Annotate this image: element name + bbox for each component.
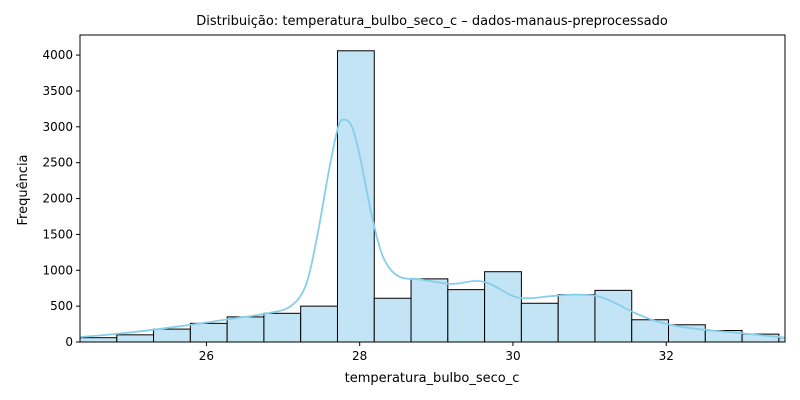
histogram-bar [226,316,265,343]
histogram-bar [300,305,338,343]
histogram-bar [520,302,559,343]
histogram-bar [263,312,302,343]
kde-line [79,118,786,339]
histogram-bar [189,322,228,343]
y-tick-label: 1500 [42,227,73,241]
bars-group [79,50,786,343]
x-tick-label: 26 [199,349,214,363]
x-axis: 26 28 30 32 [199,342,674,363]
y-tick-label: 4000 [42,48,73,62]
x-tick-label: 28 [352,349,367,363]
histogram-bar [484,271,522,343]
x-axis-label: temperatura_bulbo_seco_c [345,371,520,386]
y-tick-label: 2000 [42,192,73,206]
histogram-bar [116,334,155,343]
y-tick-label: 500 [50,299,73,313]
y-tick-label: 0 [65,335,73,349]
histogram-bar [336,50,375,343]
histogram-bar [373,297,412,343]
histogram-bar [153,328,191,343]
y-tick-label: 3000 [42,120,73,134]
chart-title: Distribuição: temperatura_bulbo_seco_c –… [196,14,668,29]
histogram-bar [594,289,633,343]
histogram-bar [557,294,596,343]
y-tick-label: 1000 [42,263,73,277]
x-tick-label: 30 [505,349,520,363]
y-tick-label: 3500 [42,84,73,98]
histogram-bar [79,337,118,343]
histogram-bar [447,289,486,343]
y-axis-label: Frequência [16,154,31,225]
y-axis: 0 500 1000 1500 2000 2500 3000 3500 4000 [42,48,80,349]
plot-area-frame [79,34,786,343]
histogram-bar [410,278,449,343]
y-tick-label: 2500 [42,156,73,170]
x-tick-label: 32 [659,349,674,363]
